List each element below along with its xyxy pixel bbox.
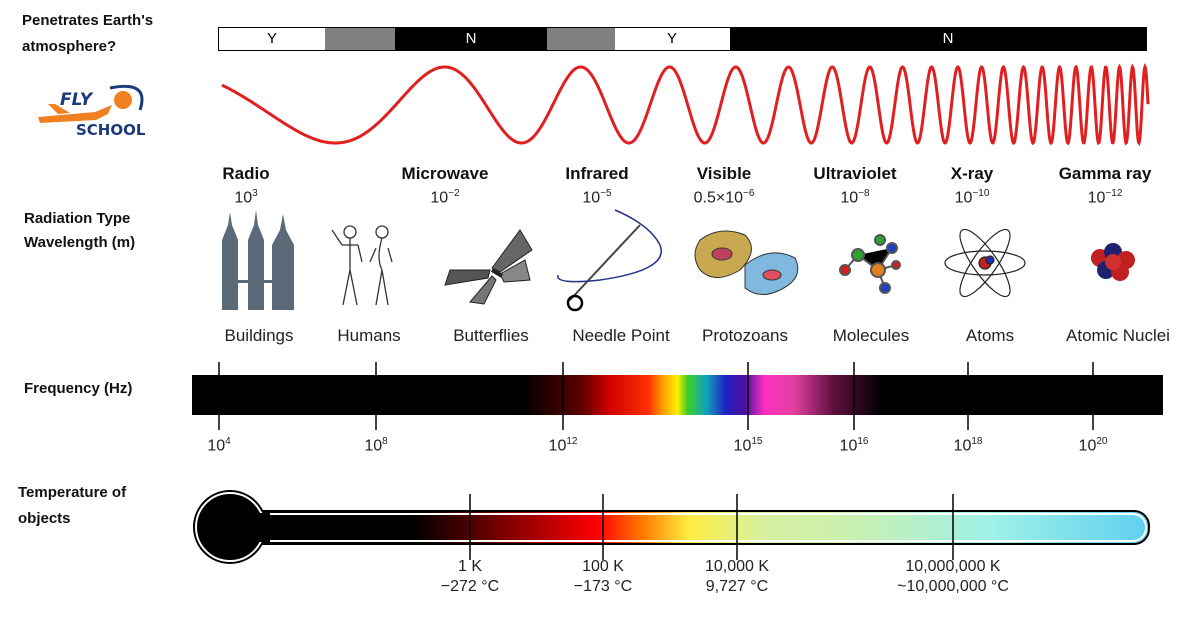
buildings-icon [222,210,294,310]
object-label: Needle Point [572,326,670,345]
atmosphere-label: Y [266,30,278,47]
wavelength-label: Wavelength (m) [24,234,136,251]
frequency-bar [192,375,1163,415]
power-exponent: −6 [742,188,755,199]
butterfly-icon [444,229,533,305]
power-base: 10 [1087,189,1106,207]
power-base: 10 [430,189,449,207]
power-exponent: 16 [857,436,869,447]
band-wavelength: 0.5×10−6 [694,188,755,207]
frequency-label: Frequency (Hz) [24,380,133,397]
power-exponent: −5 [600,188,612,199]
atmosphere-label: Y [666,30,678,47]
band-name: Microwave [401,164,489,183]
band-wavelength: 103 [234,188,257,207]
nucleus-icon [1091,243,1135,281]
logo-bottom: SCHOOL [76,121,146,139]
segment-partial [325,28,395,50]
band-wavelength: 10−5 [582,188,611,207]
humans-icon [331,225,393,306]
object-label: Atoms [965,326,1015,345]
power-exponent: −10 [972,188,990,199]
object-label: Butterflies [453,326,529,345]
band-name: Gamma ray [1058,164,1152,183]
segment-partial [547,28,615,50]
band-name: Infrared [565,164,629,183]
power-base: 10 [839,437,858,455]
power-base: 10 [1078,437,1097,455]
frequency-tick-label: 1015 [734,436,763,455]
band-wavelength: 10−8 [840,188,869,207]
band-name: Ultraviolet [813,164,897,183]
logo-graphic [38,84,144,123]
atom-icon [944,228,1026,298]
object-label: Molecules [832,326,910,345]
celsius-label: −173 °C [573,578,633,595]
celsius-label: −272 °C [440,578,500,595]
power-exponent: −8 [858,188,870,199]
object-label: Protozoans [702,326,788,345]
frequency-tick-label: 108 [364,436,387,455]
power-base: 10 [840,189,859,207]
protozoans-icon [694,230,799,295]
thermometer [193,490,1150,564]
segment-yes [615,28,730,50]
atmosphere-label: N [465,30,477,47]
frequency-tick-label: 104 [207,436,230,455]
power-base: 10 [953,437,972,455]
power-base: 10 [954,189,973,207]
kelvin-label: 10,000,000 K [905,558,1001,575]
segment-yes [219,28,325,50]
radiation-type-label: Radiation Type [24,210,131,227]
logo-top: FLY [60,90,93,110]
object-label: Buildings [224,326,294,345]
molecule-icon [839,234,901,294]
celsius-label: ~10,000,000 °C [897,578,1009,595]
power-exponent: 12 [566,436,578,447]
kelvin-label: 1 K [457,558,483,575]
frequency-tick-label: 1018 [954,436,983,455]
power-exponent: 18 [971,436,983,447]
wave [221,62,1150,147]
kelvin-label: 10,000 K [704,558,770,575]
power-exponent: 20 [1096,436,1108,447]
power-base: 10 [234,189,253,207]
power-base: 0.5×10 [693,189,743,207]
band-name: Radio [222,164,270,183]
power-exponent: 15 [751,436,763,447]
power-base: 10 [582,189,601,207]
celsius-label: 9,727 °C [705,578,769,595]
band-name: X-ray [950,164,994,183]
atmosphere-label: N [942,30,954,47]
power-exponent: 3 [252,188,258,199]
frequency-tick-label: 1012 [549,436,578,455]
band-wavelength: 10−12 [1088,188,1123,207]
kelvin-label: 100 K [582,558,624,575]
power-exponent: −12 [1105,188,1123,199]
power-exponent: −2 [448,188,460,199]
band-wavelength: 10−10 [955,188,990,207]
needle-icon [557,209,662,312]
temperature-label: Temperature of objects [18,484,127,527]
object-label: Humans [337,326,401,345]
power-base: 10 [207,437,226,455]
band-name: Visible [696,164,752,183]
frequency-tick-label: 1016 [840,436,869,455]
object-label: Atomic Nuclei [1066,326,1170,345]
band-wavelength: 10−2 [430,188,459,207]
power-exponent: 8 [382,436,388,447]
power-base: 10 [733,437,752,455]
penetrates-label: Penetrates Earth's atmosphere? [22,12,154,55]
power-base: 10 [548,437,567,455]
power-base: 10 [364,437,383,455]
frequency-tick-label: 1020 [1079,436,1108,455]
power-exponent: 4 [225,436,231,447]
